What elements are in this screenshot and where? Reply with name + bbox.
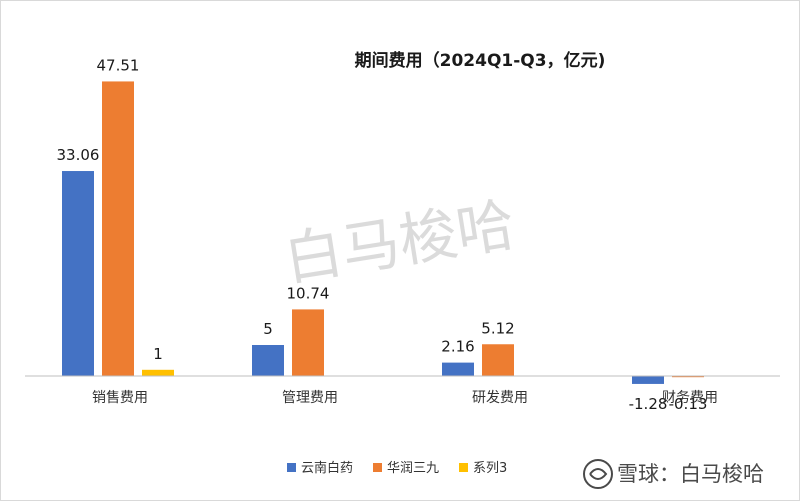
bar-1-1 bbox=[62, 171, 94, 376]
category-label-3: 研发费用 bbox=[472, 390, 528, 406]
xueqiu-logo-mark bbox=[589, 468, 608, 480]
footer-watermark-text: 雪球：白马梭哈 bbox=[617, 462, 764, 486]
data-label-2-1: 47.51 bbox=[97, 56, 140, 74]
data-label-3-1: 1 bbox=[153, 345, 163, 363]
chart-title: 期间费用（2024Q1-Q3，亿元) bbox=[355, 50, 606, 71]
chart-marks: 33.06 47.51 1 5 10.74 2.16 5.12 -1.28 -0.13 bbox=[57, 56, 708, 413]
bar-2-1 bbox=[102, 81, 134, 377]
legend-swatch-3 bbox=[459, 463, 468, 472]
bar-3-1 bbox=[142, 369, 174, 376]
legend-swatch-2 bbox=[373, 463, 382, 472]
xueqiu-logo-icon bbox=[583, 459, 613, 489]
category-labels: 销售费用 管理费用 研发费用 财务费用 bbox=[92, 390, 718, 406]
watermark-text: 白马梭哈 bbox=[280, 190, 520, 293]
bar-2-2 bbox=[292, 309, 324, 376]
data-label-1-4: -1.28 bbox=[629, 395, 668, 413]
category-label-2: 管理费用 bbox=[282, 390, 338, 406]
legend-label-3: 系列3 bbox=[473, 461, 507, 476]
bar-2-3 bbox=[482, 344, 514, 376]
legend-label-1: 云南白药 bbox=[301, 460, 353, 476]
bar-1-4 bbox=[632, 376, 664, 384]
legend-label-2: 华润三九 bbox=[387, 461, 439, 476]
legend: 云南白药 华润三九 系列3 bbox=[287, 460, 507, 476]
footer-watermark: 雪球：白马梭哈 bbox=[583, 459, 764, 489]
data-label-1-2: 5 bbox=[263, 320, 273, 338]
legend-swatch-1 bbox=[287, 463, 296, 472]
data-label-2-4: -0.13 bbox=[669, 395, 708, 413]
bar-1-3 bbox=[442, 362, 474, 376]
category-label-1: 销售费用 bbox=[92, 390, 148, 406]
data-label-1-3: 2.16 bbox=[441, 338, 474, 356]
data-label-2-2: 10.74 bbox=[287, 284, 330, 302]
bar-1-2 bbox=[252, 345, 284, 376]
data-label-1-1: 33.06 bbox=[57, 146, 100, 164]
bar-2-4 bbox=[672, 376, 704, 378]
category-label-4: 财务费用 bbox=[662, 390, 718, 406]
data-label-2-3: 5.12 bbox=[481, 319, 514, 337]
